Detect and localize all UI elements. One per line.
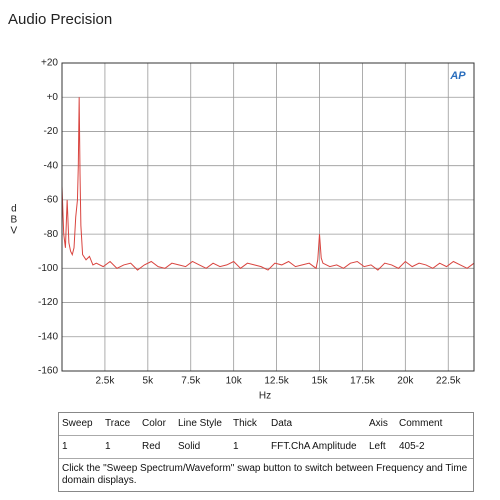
info-table: Sweep Trace Color Line Style Thick Data Axis Co…	[58, 412, 474, 492]
y-axis-label-text: dBV	[8, 204, 19, 237]
table-row: Sweep Trace Color Line Style Thick Data Axis Co…	[59, 413, 473, 436]
note: Click the "Sweep Spectrum/Waveform" swap…	[62, 463, 468, 486]
y-axis-label: dBV	[8, 204, 19, 237]
x-tick-label: 2.5k	[95, 376, 115, 387]
y-tick-label: +0	[47, 92, 59, 103]
x-tick-label: 12.5k	[264, 376, 289, 387]
y-tick-label: -60	[44, 195, 59, 206]
table-cell: Trace	[105, 418, 131, 429]
plot-frame	[61, 62, 475, 372]
x-tick-label: 7.5k	[181, 376, 201, 387]
y-tick-label: -20	[44, 126, 59, 137]
y-tick-label: -120	[38, 297, 58, 308]
x-tick-label: 5k	[143, 376, 155, 387]
y-tick-label: -80	[44, 229, 59, 240]
y-tick-label: -40	[44, 160, 59, 171]
table-cell: Axis	[369, 418, 388, 429]
y-tick-label: -140	[38, 331, 58, 342]
table-cell: Line Style	[178, 418, 222, 429]
table-cell: Color	[142, 418, 166, 429]
table-cell: 1	[233, 441, 239, 452]
spectrum-line	[61, 97, 475, 271]
x-axis-label: Hz	[259, 391, 271, 402]
y-tick-label: -100	[38, 263, 58, 274]
table-cell: 1	[105, 441, 111, 452]
table-cell: Thick	[233, 418, 257, 429]
table-cell: Data	[271, 418, 293, 429]
x-tick-label: 20k	[397, 376, 414, 387]
table-cell: Solid	[178, 441, 201, 452]
x-tick-label: 17.5k	[350, 376, 375, 387]
table-cell: Comment	[399, 418, 443, 429]
table-cell: 405-2	[399, 441, 425, 452]
chart: Audio Precision AP Hz dBV +20 +0 -20 -40 -60…	[8, 11, 475, 402]
chart-title: Audio Precision	[8, 11, 112, 28]
logo: AP	[449, 70, 466, 82]
x-tick-label: 22.5k	[436, 376, 461, 387]
table-cell: FFT.ChA Amplitude	[271, 441, 357, 452]
x-tick-label: 15k	[311, 376, 328, 387]
plot-area	[61, 62, 475, 372]
x-tick-label: 10k	[226, 376, 243, 387]
y-tick-label: +20	[41, 58, 58, 69]
table-cell: Sweep	[62, 418, 93, 429]
y-tick-label: -160	[38, 366, 58, 377]
table-cell: Left	[369, 441, 386, 452]
table-cell: 1	[62, 441, 68, 452]
table-row: 1 1 Red Solid 1 FFT.ChA Amplitude Left 405-2	[59, 436, 473, 459]
table-cell: Red	[142, 441, 161, 452]
